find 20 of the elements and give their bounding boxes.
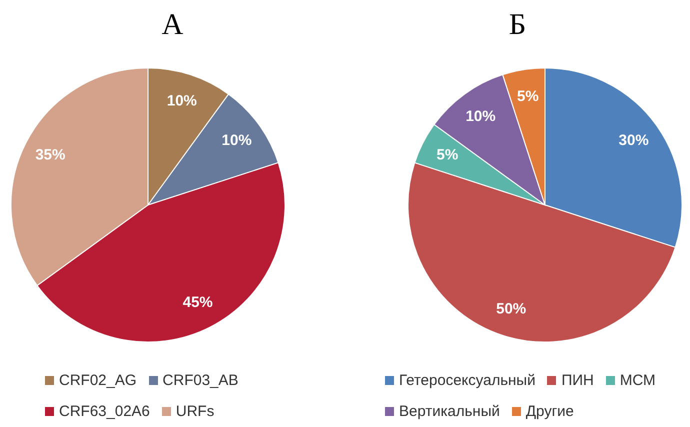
legend-label: CRF63_02A6: [59, 403, 150, 420]
chart-title: Б: [508, 8, 528, 42]
data-label: 30%: [618, 132, 649, 150]
legend-label: URFs: [176, 403, 214, 420]
data-label: 45%: [182, 294, 213, 312]
data-label: 10%: [466, 108, 496, 125]
data-label: 10%: [222, 132, 252, 150]
data-label: 35%: [35, 146, 66, 164]
legend-label: МСМ: [620, 372, 656, 389]
legend-label: Гетеросексуальный: [399, 372, 536, 389]
legend-label: Вертикальный: [399, 403, 500, 420]
data-label: 5%: [517, 88, 539, 106]
chart-title: А: [160, 8, 184, 42]
legend-label: Другие: [526, 403, 574, 420]
legend-label: ПИН: [561, 372, 594, 389]
legend-label: CRF02_AG: [59, 372, 137, 389]
legend-label: CRF03_AB: [162, 372, 238, 389]
data-label: 10%: [166, 92, 197, 110]
data-label: 5%: [436, 146, 458, 164]
data-label: 50%: [496, 300, 526, 318]
